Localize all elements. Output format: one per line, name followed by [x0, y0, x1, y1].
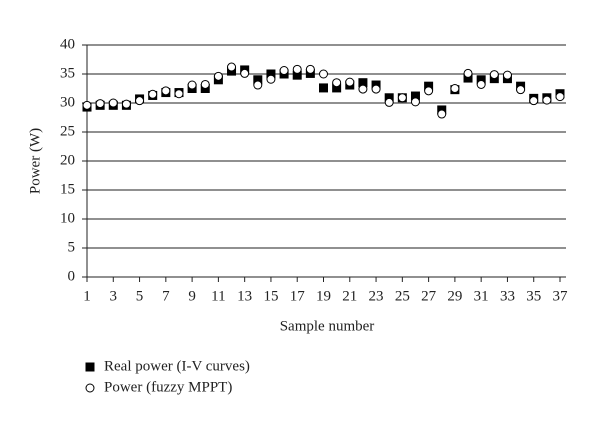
- y-tick-label: 10: [60, 210, 75, 226]
- point-circle: [240, 68, 250, 78]
- point-circle: [161, 86, 171, 96]
- point-circle: [121, 99, 131, 109]
- x-tick-label: 13: [237, 288, 252, 304]
- legend-label: Real power (I-V curves): [104, 358, 250, 374]
- point-circle: [529, 96, 539, 106]
- legend-label: Power (fuzzy MPPT): [104, 379, 232, 395]
- x-tick-label: 33: [500, 288, 515, 304]
- x-tick-label: 29: [447, 288, 462, 304]
- point-circle: [148, 89, 158, 99]
- point-circle: [397, 93, 407, 103]
- point-circle: [213, 71, 223, 81]
- point-circle: [463, 68, 473, 78]
- point-circle: [135, 96, 145, 106]
- x-axis-title: Sample number: [280, 318, 375, 334]
- point-circle: [358, 84, 368, 94]
- x-tick-label: 11: [211, 288, 225, 304]
- point-circle: [253, 80, 263, 90]
- y-tick-label: 5: [68, 239, 76, 255]
- point-circle: [200, 79, 210, 89]
- x-tick-label: 19: [316, 288, 331, 304]
- y-tick-label: 30: [60, 94, 75, 110]
- y-tick-label: 20: [60, 152, 75, 168]
- point-circle: [489, 70, 499, 80]
- point-circle: [371, 84, 381, 94]
- point-circle: [95, 99, 105, 109]
- point-square: [319, 83, 328, 93]
- point-circle: [345, 77, 355, 87]
- x-tick-label: 37: [553, 288, 569, 304]
- point-circle: [555, 92, 565, 102]
- x-tick-label: 27: [421, 288, 437, 304]
- point-circle: [279, 66, 289, 76]
- x-tick-label: 31: [474, 288, 489, 304]
- point-circle: [332, 78, 342, 88]
- point-circle: [516, 85, 526, 95]
- point-circle: [266, 74, 276, 84]
- point-circle: [476, 79, 486, 89]
- y-tick-label: 40: [60, 36, 75, 52]
- point-circle: [82, 100, 92, 110]
- x-tick-label: 15: [263, 288, 278, 304]
- x-tick-label: 5: [136, 288, 144, 304]
- y-axis-title: Power (W): [27, 128, 43, 194]
- legend-marker: [85, 383, 95, 393]
- point-circle: [108, 98, 118, 108]
- point-circle: [227, 62, 237, 72]
- point-circle: [305, 64, 315, 74]
- y-tick-label: 15: [60, 181, 75, 197]
- x-tick-label: 21: [342, 288, 357, 304]
- point-circle: [450, 84, 460, 93]
- point-circle: [437, 109, 447, 119]
- point-circle: [410, 97, 420, 107]
- y-tick-label: 35: [60, 65, 75, 81]
- point-circle: [424, 86, 434, 96]
- x-tick-label: 7: [162, 288, 170, 304]
- x-tick-label: 1: [83, 288, 91, 304]
- x-tick-label: 3: [110, 288, 118, 304]
- y-tick-label: 0: [68, 268, 76, 284]
- point-circle: [542, 95, 552, 105]
- x-tick-label: 9: [188, 288, 196, 304]
- point-circle: [187, 80, 197, 90]
- point-circle: [319, 69, 328, 79]
- y-tick-label: 25: [60, 123, 75, 139]
- point-circle: [384, 97, 394, 107]
- point-circle: [292, 64, 302, 74]
- x-tick-label: 17: [290, 288, 306, 304]
- point-circle: [502, 70, 512, 80]
- x-tick-label: 23: [369, 288, 384, 304]
- x-tick-label: 25: [395, 288, 410, 304]
- point-circle: [174, 89, 184, 99]
- legend-marker: [85, 362, 95, 372]
- x-tick-label: 35: [526, 288, 541, 304]
